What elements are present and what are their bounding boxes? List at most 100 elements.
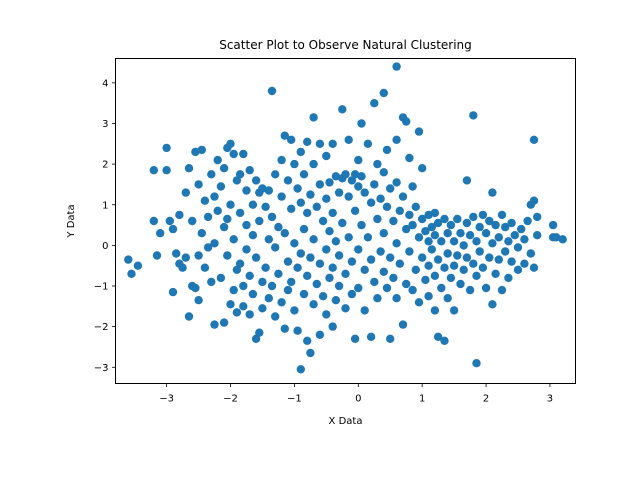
data-point (203, 212, 213, 222)
data-point (341, 269, 350, 278)
data-point (347, 257, 357, 266)
data-point (402, 224, 411, 234)
data-point (437, 237, 446, 246)
data-point (328, 139, 337, 148)
data-point (334, 281, 344, 291)
data-point (315, 180, 325, 189)
data-point (309, 159, 318, 169)
data-point (200, 263, 210, 272)
data-point (350, 334, 360, 343)
data-point (350, 206, 360, 215)
data-point (197, 145, 206, 155)
data-point (322, 151, 331, 161)
data-point (219, 222, 229, 232)
data-point (501, 222, 510, 232)
data-point (523, 216, 532, 226)
y-tick-label: 4 (102, 78, 108, 89)
data-point (366, 332, 376, 341)
data-point (232, 308, 242, 317)
data-point (459, 241, 468, 250)
data-point (366, 198, 376, 207)
data-point (287, 135, 296, 144)
data-point (242, 245, 251, 254)
data-point (245, 310, 254, 319)
data-point (261, 202, 270, 211)
y-axis-label: Y Data (66, 204, 77, 238)
data-point (392, 62, 401, 71)
data-point (376, 247, 385, 256)
data-point (293, 184, 302, 193)
data-point (334, 188, 344, 197)
data-point (267, 212, 277, 222)
data-point (267, 281, 277, 291)
data-point (299, 289, 309, 299)
data-point (200, 196, 210, 205)
data-point (350, 170, 360, 179)
data-point (405, 210, 414, 220)
data-point (162, 166, 171, 175)
x-axis-ticks: −3 −2 −1 0 1 2 3 (159, 383, 553, 405)
data-point (408, 285, 417, 295)
data-point (446, 273, 456, 283)
data-point (529, 135, 539, 144)
x-tick-label: 3 (547, 394, 553, 405)
data-point (267, 86, 277, 96)
data-point (427, 245, 436, 254)
y-tick-label: −2 (94, 322, 109, 333)
points-layer (124, 62, 567, 374)
data-point (184, 164, 194, 173)
data-point (258, 304, 267, 313)
data-point (255, 216, 264, 226)
data-point (309, 113, 318, 122)
data-point (226, 300, 235, 309)
data-point (271, 243, 280, 252)
data-point (306, 253, 315, 262)
data-point (469, 212, 478, 222)
data-point (533, 231, 542, 240)
data-point (430, 208, 440, 218)
data-point (133, 261, 143, 270)
data-point (287, 204, 296, 213)
data-point (264, 186, 273, 195)
data-point (475, 247, 484, 256)
data-point (382, 145, 392, 155)
data-point (360, 188, 369, 197)
data-point (389, 216, 398, 226)
data-point (520, 259, 529, 268)
data-point (405, 247, 414, 256)
data-point (548, 220, 558, 230)
data-point (165, 216, 174, 226)
data-point (223, 251, 232, 260)
data-point (239, 302, 248, 311)
data-point (513, 265, 523, 274)
data-point (392, 294, 401, 303)
data-point (497, 285, 507, 295)
data-point (370, 180, 379, 189)
data-point (331, 296, 341, 305)
data-point (408, 220, 417, 230)
x-axis-label: X Data (329, 416, 363, 427)
data-point (245, 271, 254, 280)
chart-title: Scatter Plot to Observe Natural Clusteri… (219, 38, 472, 52)
data-point (303, 271, 312, 280)
data-point (456, 229, 465, 238)
data-point (283, 176, 293, 185)
data-point (194, 296, 203, 305)
data-point (242, 186, 251, 195)
data-point (149, 166, 158, 175)
data-point (379, 88, 388, 98)
data-point (373, 159, 382, 169)
data-point (325, 273, 334, 283)
x-tick-label: 0 (355, 394, 361, 405)
data-point (306, 190, 315, 199)
data-point (191, 147, 200, 157)
data-point (459, 265, 468, 274)
data-point (507, 257, 516, 266)
data-point (418, 214, 427, 224)
data-point (210, 192, 219, 201)
data-point (440, 214, 449, 224)
data-point (449, 306, 459, 315)
data-point (446, 220, 456, 230)
data-point (258, 277, 267, 287)
